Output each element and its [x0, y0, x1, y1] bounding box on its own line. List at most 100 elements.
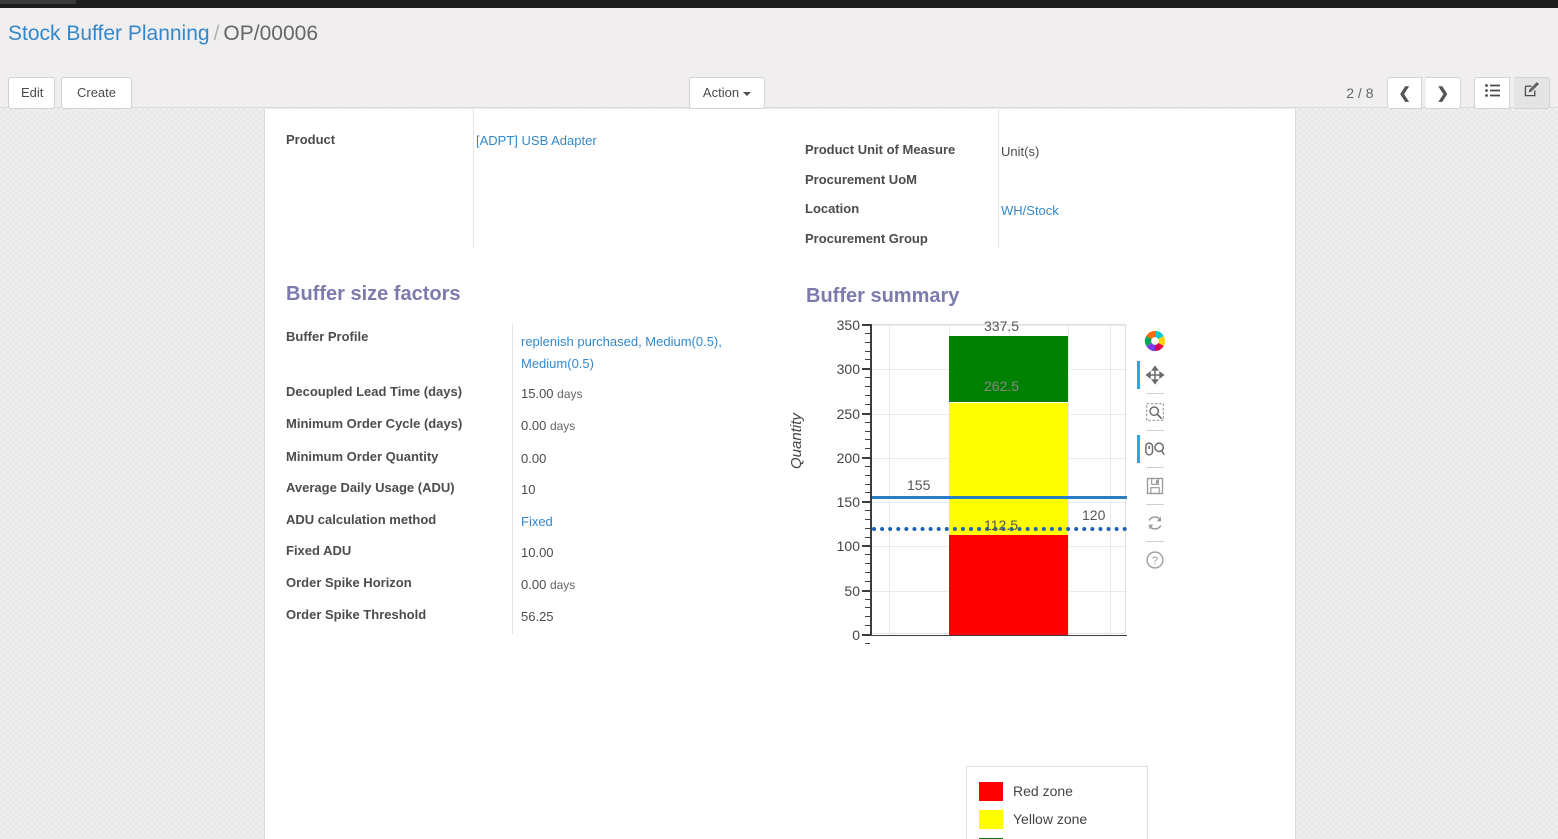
toolbar-separator-2	[1146, 430, 1164, 431]
breadcrumb-separator: /	[213, 22, 220, 45]
legend-item-green-zone[interactable]: Green zone	[979, 833, 1135, 839]
y-tick-minor-24	[865, 581, 870, 582]
y-tick-label-50: 50	[844, 583, 860, 599]
bar-segment-yellow-zone[interactable]	[949, 402, 1068, 536]
left-column-divider	[473, 109, 474, 249]
field-label-minimum-order-quantity: Minimum Order Quantity	[286, 449, 439, 464]
on-hand-position-line[interactable]	[872, 527, 1127, 531]
y-tick-minor-27	[865, 616, 870, 617]
pan-tool-active-indicator	[1137, 361, 1140, 389]
pan-tool-icon[interactable]	[1137, 358, 1170, 392]
data-label-yellow-top: 262.5	[984, 378, 1020, 394]
y-tick-100	[862, 545, 870, 547]
adu-method-link[interactable]: Fixed	[521, 514, 553, 529]
y-tick-label-200: 200	[836, 450, 860, 466]
legend-item-yellow-zone[interactable]: Yellow zone	[979, 805, 1135, 833]
reset-tool-icon[interactable]	[1140, 506, 1170, 540]
field-label-order-spike-horizon: Order Spike Horizon	[286, 575, 412, 590]
save-tool-icon[interactable]	[1140, 469, 1170, 503]
y-tick-minor-21	[865, 554, 870, 555]
field-value-average-daily-usage: 10	[521, 482, 536, 497]
y-tick-minor-16	[865, 492, 870, 493]
data-label-on-hand: 120	[1082, 507, 1106, 523]
gridline-350	[872, 325, 1127, 326]
form-edit-icon	[1524, 82, 1539, 97]
field-label-buffer-profile: Buffer Profile	[286, 329, 369, 344]
product-link[interactable]: [ADPT] USB Adapter	[476, 133, 597, 148]
buffer-size-factors-title: Buffer size factors	[286, 283, 461, 305]
y-tick-minor-15	[865, 484, 870, 485]
y-tick-minor-12	[865, 448, 870, 449]
chart-legend: Red zone Yellow zone Green zone Net Flow…	[966, 766, 1148, 839]
data-label-red-top: 112.5	[984, 517, 1018, 533]
y-tick-minor-28	[865, 625, 870, 626]
field-label-product-uom: Product Unit of Measure	[805, 142, 956, 157]
y-tick-minor-26	[865, 607, 870, 608]
pager-count: 2 / 8	[1346, 85, 1374, 101]
gridline-v1	[889, 325, 890, 635]
y-tick-350	[862, 324, 870, 326]
box-zoom-tool-icon[interactable]	[1140, 395, 1170, 429]
toolbar-separator-1	[1146, 393, 1164, 394]
chevron-down-icon	[743, 91, 752, 96]
bokeh-logo-icon[interactable]	[1140, 324, 1170, 358]
y-tick-50	[862, 590, 870, 592]
x-axis-line	[870, 635, 1127, 636]
product-info-group: Product [ADPT] USB Adapter Product Unit …	[265, 109, 1295, 259]
pager-next-button[interactable]: ❯	[1425, 77, 1461, 109]
field-value-order-spike-horizon: 0.00 days	[521, 577, 576, 592]
breadcrumb: Stock Buffer Planning / OP/00006	[8, 20, 318, 48]
net-flow-position-line[interactable]	[872, 496, 1127, 499]
create-button[interactable]: Create	[61, 77, 132, 109]
legend-swatch-green-zone	[979, 837, 1003, 839]
data-label-green-top: 337.5	[984, 318, 1020, 334]
list-view-button[interactable]	[1474, 77, 1511, 109]
y-tick-minor-25	[865, 599, 870, 600]
system-bar-segment	[0, 0, 76, 4]
y-tick-minor-8	[865, 404, 870, 405]
field-label-minimum-order-cycle: Minimum Order Cycle (days)	[286, 416, 463, 431]
chevron-left-icon: ❮	[1398, 85, 1411, 102]
y-tick-label-0: 0	[852, 627, 860, 643]
y-tick-label-250: 250	[836, 406, 860, 422]
field-label-order-spike-threshold: Order Spike Threshold	[286, 607, 427, 622]
bokeh-plot[interactable]: 337.5 262.5 112.5 155 120	[788, 317, 1166, 659]
gridline-v4	[1068, 325, 1069, 635]
legend-label-red-zone: Red zone	[1013, 783, 1073, 799]
location-link[interactable]: WH/Stock	[1001, 203, 1059, 218]
bar-segment-red-zone[interactable]	[949, 535, 1068, 635]
field-value-order-spike-threshold: 56.25	[521, 609, 554, 624]
toolbar-separator-3	[1146, 467, 1164, 468]
help-tool-icon[interactable]: ?	[1140, 543, 1170, 577]
field-label-fixed-adu: Fixed ADU	[286, 543, 352, 558]
legend-item-red-zone[interactable]: Red zone	[979, 777, 1135, 805]
system-top-bar	[0, 0, 1558, 8]
field-value-fixed-adu: 10.00	[521, 545, 554, 560]
action-dropdown-button[interactable]: Action	[689, 77, 765, 109]
edit-button[interactable]: Edit	[8, 77, 55, 109]
y-tick-minor-14	[865, 475, 870, 476]
y-tick-minor-4	[865, 359, 870, 360]
legend-swatch-red-zone	[979, 781, 1003, 801]
legend-swatch-yellow-zone	[979, 809, 1003, 829]
y-tick-minor-18	[865, 519, 870, 520]
pager-previous-button[interactable]: ❮	[1387, 77, 1423, 109]
plot-frame: 337.5 262.5 112.5 155 120	[871, 318, 1127, 636]
wheel-zoom-active-indicator	[1137, 435, 1140, 463]
breadcrumb-root-link[interactable]: Stock Buffer Planning	[8, 22, 210, 45]
wheel-zoom-tool-icon[interactable]	[1137, 432, 1170, 466]
y-tick-minor-17	[865, 510, 870, 511]
unit-days-decoupled-lead-time: days	[557, 387, 583, 401]
buffer-profile-link[interactable]: replenish purchased, Medium(0.5), Medium…	[521, 334, 722, 371]
y-tick-minor-1	[865, 333, 870, 334]
buffer-factors-divider	[512, 324, 513, 634]
unit-days-minimum-order-cycle: days	[549, 419, 576, 433]
y-tick-minor-20	[865, 537, 870, 538]
y-tick-label-150: 150	[836, 494, 860, 510]
bar-segment-green-zone[interactable]	[949, 336, 1068, 403]
field-label-procurement-uom: Procurement UoM	[805, 172, 917, 187]
form-view-button[interactable]	[1514, 77, 1550, 109]
field-value-product-uom: Unit(s)	[1001, 144, 1040, 159]
pager-nav-group: ❮ ❯	[1387, 77, 1461, 109]
y-tick-150	[862, 501, 870, 503]
